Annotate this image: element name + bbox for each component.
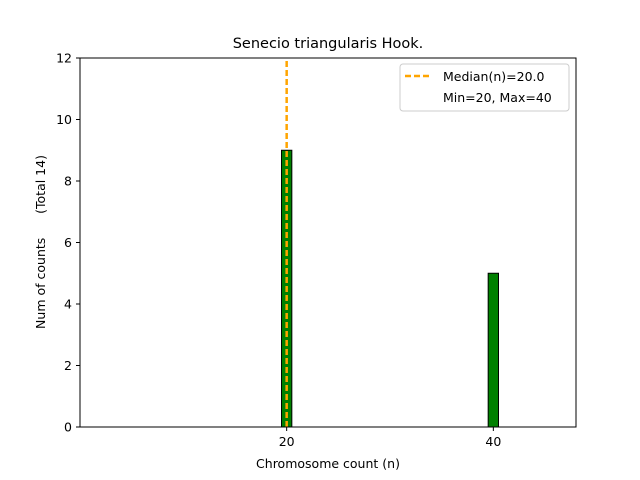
legend: Median(n)=20.0 Min=20, Max=40 [399, 63, 570, 112]
bar-40 [487, 272, 499, 428]
y-tick-label-2: 2 [64, 358, 72, 373]
y-tick-label-12: 12 [56, 51, 72, 66]
y-tick-label-0: 0 [64, 420, 72, 435]
x-tick-label-20: 20 [279, 434, 295, 449]
legend-entry-minmax: Min=20, Max=40 [443, 90, 552, 105]
y-tick-label-6: 6 [64, 235, 72, 250]
chart-title: Senecio triangularis Hook. [233, 36, 424, 52]
legend-entry-median: Median(n)=20.0 [443, 69, 544, 84]
y-tick-label-10: 10 [56, 112, 72, 127]
x-axis-label: Chromosome count (n) [256, 456, 400, 471]
x-ticks: 20 40 [279, 427, 501, 449]
y-axis-label: Num of counts (Total 14) [33, 155, 48, 329]
legend-frame [399, 63, 570, 112]
y-tick-label-4: 4 [64, 297, 72, 312]
y-ticks: 0 2 4 6 8 10 12 [56, 51, 80, 435]
x-tick-label-40: 40 [485, 434, 501, 449]
y-tick-label-8: 8 [64, 174, 72, 189]
